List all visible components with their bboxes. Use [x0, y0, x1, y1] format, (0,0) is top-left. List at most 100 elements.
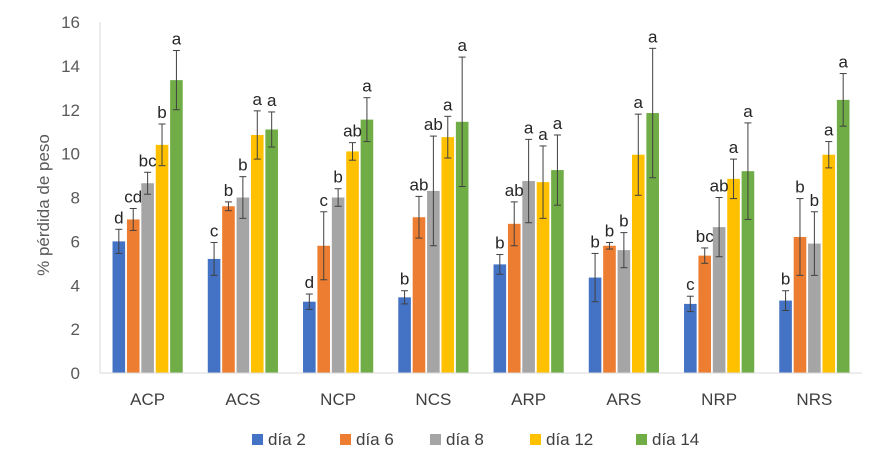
significance-label: c	[686, 275, 695, 294]
bar	[331, 197, 345, 373]
significance-label: b	[224, 181, 233, 200]
bar	[551, 170, 564, 373]
bar	[779, 300, 792, 373]
bar	[493, 264, 507, 373]
significance-label: b	[795, 178, 804, 197]
bar	[317, 245, 331, 373]
x-tick-label: NRS	[796, 390, 832, 409]
significance-label: c	[210, 221, 219, 240]
legend-swatch	[252, 434, 263, 445]
bar	[441, 137, 455, 373]
bar	[427, 190, 440, 373]
significance-label: a	[648, 27, 658, 46]
bar	[346, 151, 359, 373]
x-tick-label: NCP	[320, 390, 356, 409]
significance-label: a	[524, 118, 534, 137]
significance-label: a	[838, 53, 848, 72]
bar	[265, 129, 278, 373]
bar	[741, 171, 755, 373]
bar	[112, 241, 126, 373]
bar	[412, 217, 426, 373]
significance-label: a	[172, 30, 182, 49]
bar	[617, 250, 631, 373]
significance-label: a	[362, 77, 372, 96]
significance-label: b	[157, 103, 166, 122]
bar	[236, 197, 250, 373]
significance-label: ab	[343, 122, 362, 141]
bar	[507, 223, 521, 373]
significance-label: b	[333, 168, 342, 187]
significance-label: b	[810, 191, 819, 210]
y-tick-label: 14	[61, 57, 80, 76]
bar	[250, 134, 264, 373]
legend-label: día 14	[652, 430, 699, 449]
significance-label: a	[457, 36, 467, 55]
significance-label: d	[114, 208, 123, 227]
significance-label: a	[824, 121, 834, 140]
bar	[155, 144, 169, 373]
significance-label: a	[729, 138, 739, 157]
bar	[398, 297, 411, 373]
significance-label: b	[619, 212, 628, 231]
significance-label: ab	[710, 177, 729, 196]
bar	[536, 182, 550, 373]
bar	[522, 181, 535, 373]
bars	[112, 80, 850, 374]
significance-label: a	[634, 93, 644, 112]
y-tick-label: 4	[71, 276, 80, 295]
y-tick-label: 2	[71, 320, 80, 339]
legend-swatch	[430, 434, 441, 445]
x-tick-label: ACS	[225, 390, 260, 409]
significance-label: a	[553, 114, 563, 133]
y-tick-label: 6	[71, 232, 80, 251]
bar	[303, 301, 316, 373]
y-axis-ticks: 0 2 4 6 8 10 12 14 16	[61, 13, 80, 383]
bar	[170, 80, 183, 374]
significance-label: a	[267, 91, 277, 110]
bar	[141, 183, 154, 373]
significance-label: b	[781, 270, 790, 289]
y-tick-label: 10	[61, 145, 80, 164]
legend-label: día 12	[546, 430, 593, 449]
significance-label: b	[238, 156, 247, 175]
legend: día 2 día 6 día 8 día 12 día 14	[252, 430, 699, 449]
y-tick-label: 12	[61, 101, 80, 120]
x-tick-label: NRP	[701, 390, 737, 409]
bar	[126, 219, 140, 373]
bar	[603, 245, 616, 373]
significance-label: ab	[410, 175, 429, 194]
significance-label: c	[319, 191, 328, 210]
significance-label: b	[605, 221, 614, 240]
significance-label: ab	[505, 181, 524, 200]
x-tick-label: ARS	[606, 390, 641, 409]
significance-label: cd	[124, 187, 142, 206]
significance-label: ab	[424, 115, 443, 134]
y-axis-label: % pérdida de peso	[34, 134, 53, 276]
error-bars	[115, 47, 847, 313]
bar	[836, 99, 850, 374]
bar	[698, 255, 712, 373]
x-tick-label: ARP	[511, 390, 546, 409]
bar	[808, 243, 821, 373]
significance-label: a	[743, 102, 753, 121]
bar	[684, 303, 697, 373]
legend-swatch	[340, 434, 351, 445]
y-tick-label: 8	[71, 189, 80, 208]
x-axis-categories: ACP ACS NCP NCS ARP ARS NRP NRS	[130, 390, 832, 409]
significance-label: b	[400, 270, 409, 289]
x-tick-label: ACP	[130, 390, 165, 409]
significance-label: b	[495, 234, 504, 253]
bar	[360, 119, 374, 373]
bar	[727, 178, 740, 373]
y-tick-label: 16	[61, 13, 80, 32]
bar	[207, 258, 221, 373]
bar	[455, 121, 469, 373]
legend-label: día 2	[268, 430, 306, 449]
bar	[822, 154, 836, 373]
significance-label: bc	[696, 227, 714, 246]
bar	[712, 227, 726, 373]
legend-swatch	[636, 434, 647, 445]
significance-label: a	[253, 90, 263, 109]
